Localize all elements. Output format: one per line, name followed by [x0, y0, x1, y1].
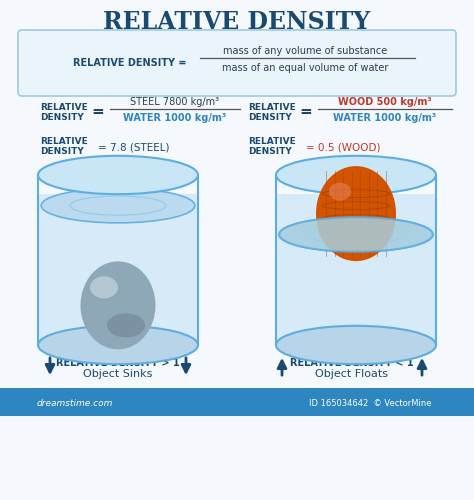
- Ellipse shape: [41, 188, 195, 223]
- Ellipse shape: [38, 156, 198, 194]
- Text: RELATIVE: RELATIVE: [248, 102, 296, 112]
- Text: WOOD 500 kg/m³: WOOD 500 kg/m³: [338, 97, 432, 107]
- Text: Object Floats: Object Floats: [316, 369, 389, 379]
- Ellipse shape: [279, 217, 433, 252]
- Text: DENSITY: DENSITY: [248, 148, 292, 156]
- Bar: [0, 388, 474, 416]
- Ellipse shape: [279, 217, 433, 252]
- Ellipse shape: [276, 156, 436, 194]
- Text: = 7.8 (STEEL): = 7.8 (STEEL): [98, 142, 170, 152]
- Text: RELATIVE DENSITY: RELATIVE DENSITY: [103, 10, 371, 34]
- Ellipse shape: [107, 314, 145, 338]
- Text: DENSITY: DENSITY: [40, 148, 84, 156]
- Text: RELATIVE: RELATIVE: [40, 102, 88, 112]
- Text: =: =: [91, 104, 104, 120]
- Text: ID 165034642  © VectorMine: ID 165034642 © VectorMine: [309, 398, 431, 407]
- Text: RELATIVE DENSITY =: RELATIVE DENSITY =: [73, 58, 187, 68]
- Text: DENSITY: DENSITY: [248, 112, 292, 122]
- Text: RELATIVE DENSITY > 1: RELATIVE DENSITY > 1: [56, 358, 180, 368]
- Text: =: =: [300, 104, 312, 120]
- Text: STEEL 7800 kg/m³: STEEL 7800 kg/m³: [130, 97, 219, 107]
- Text: dreamstime.com: dreamstime.com: [37, 398, 113, 407]
- Text: Object Sinks: Object Sinks: [83, 369, 153, 379]
- Text: WATER 1000 kg/m³: WATER 1000 kg/m³: [333, 113, 437, 123]
- Bar: [276, 194, 436, 345]
- Text: RELATIVE DENSITY < 1: RELATIVE DENSITY < 1: [290, 358, 414, 368]
- Ellipse shape: [38, 326, 198, 364]
- Ellipse shape: [38, 326, 198, 364]
- Text: WATER 1000 kg/m³: WATER 1000 kg/m³: [123, 113, 227, 123]
- Ellipse shape: [276, 326, 436, 364]
- FancyBboxPatch shape: [18, 30, 456, 96]
- Text: RELATIVE: RELATIVE: [248, 138, 296, 146]
- Text: DENSITY: DENSITY: [40, 112, 84, 122]
- Bar: [38, 194, 198, 345]
- Text: RELATIVE: RELATIVE: [40, 138, 88, 146]
- Ellipse shape: [329, 182, 351, 200]
- Ellipse shape: [276, 326, 436, 364]
- Text: = 0.5 (WOOD): = 0.5 (WOOD): [306, 142, 381, 152]
- Ellipse shape: [316, 166, 396, 261]
- Ellipse shape: [318, 202, 394, 254]
- Ellipse shape: [90, 276, 118, 298]
- Ellipse shape: [81, 262, 155, 350]
- Ellipse shape: [84, 326, 152, 356]
- Text: mass of an equal volume of water: mass of an equal volume of water: [222, 63, 388, 73]
- Text: mass of any volume of substance: mass of any volume of substance: [223, 46, 387, 56]
